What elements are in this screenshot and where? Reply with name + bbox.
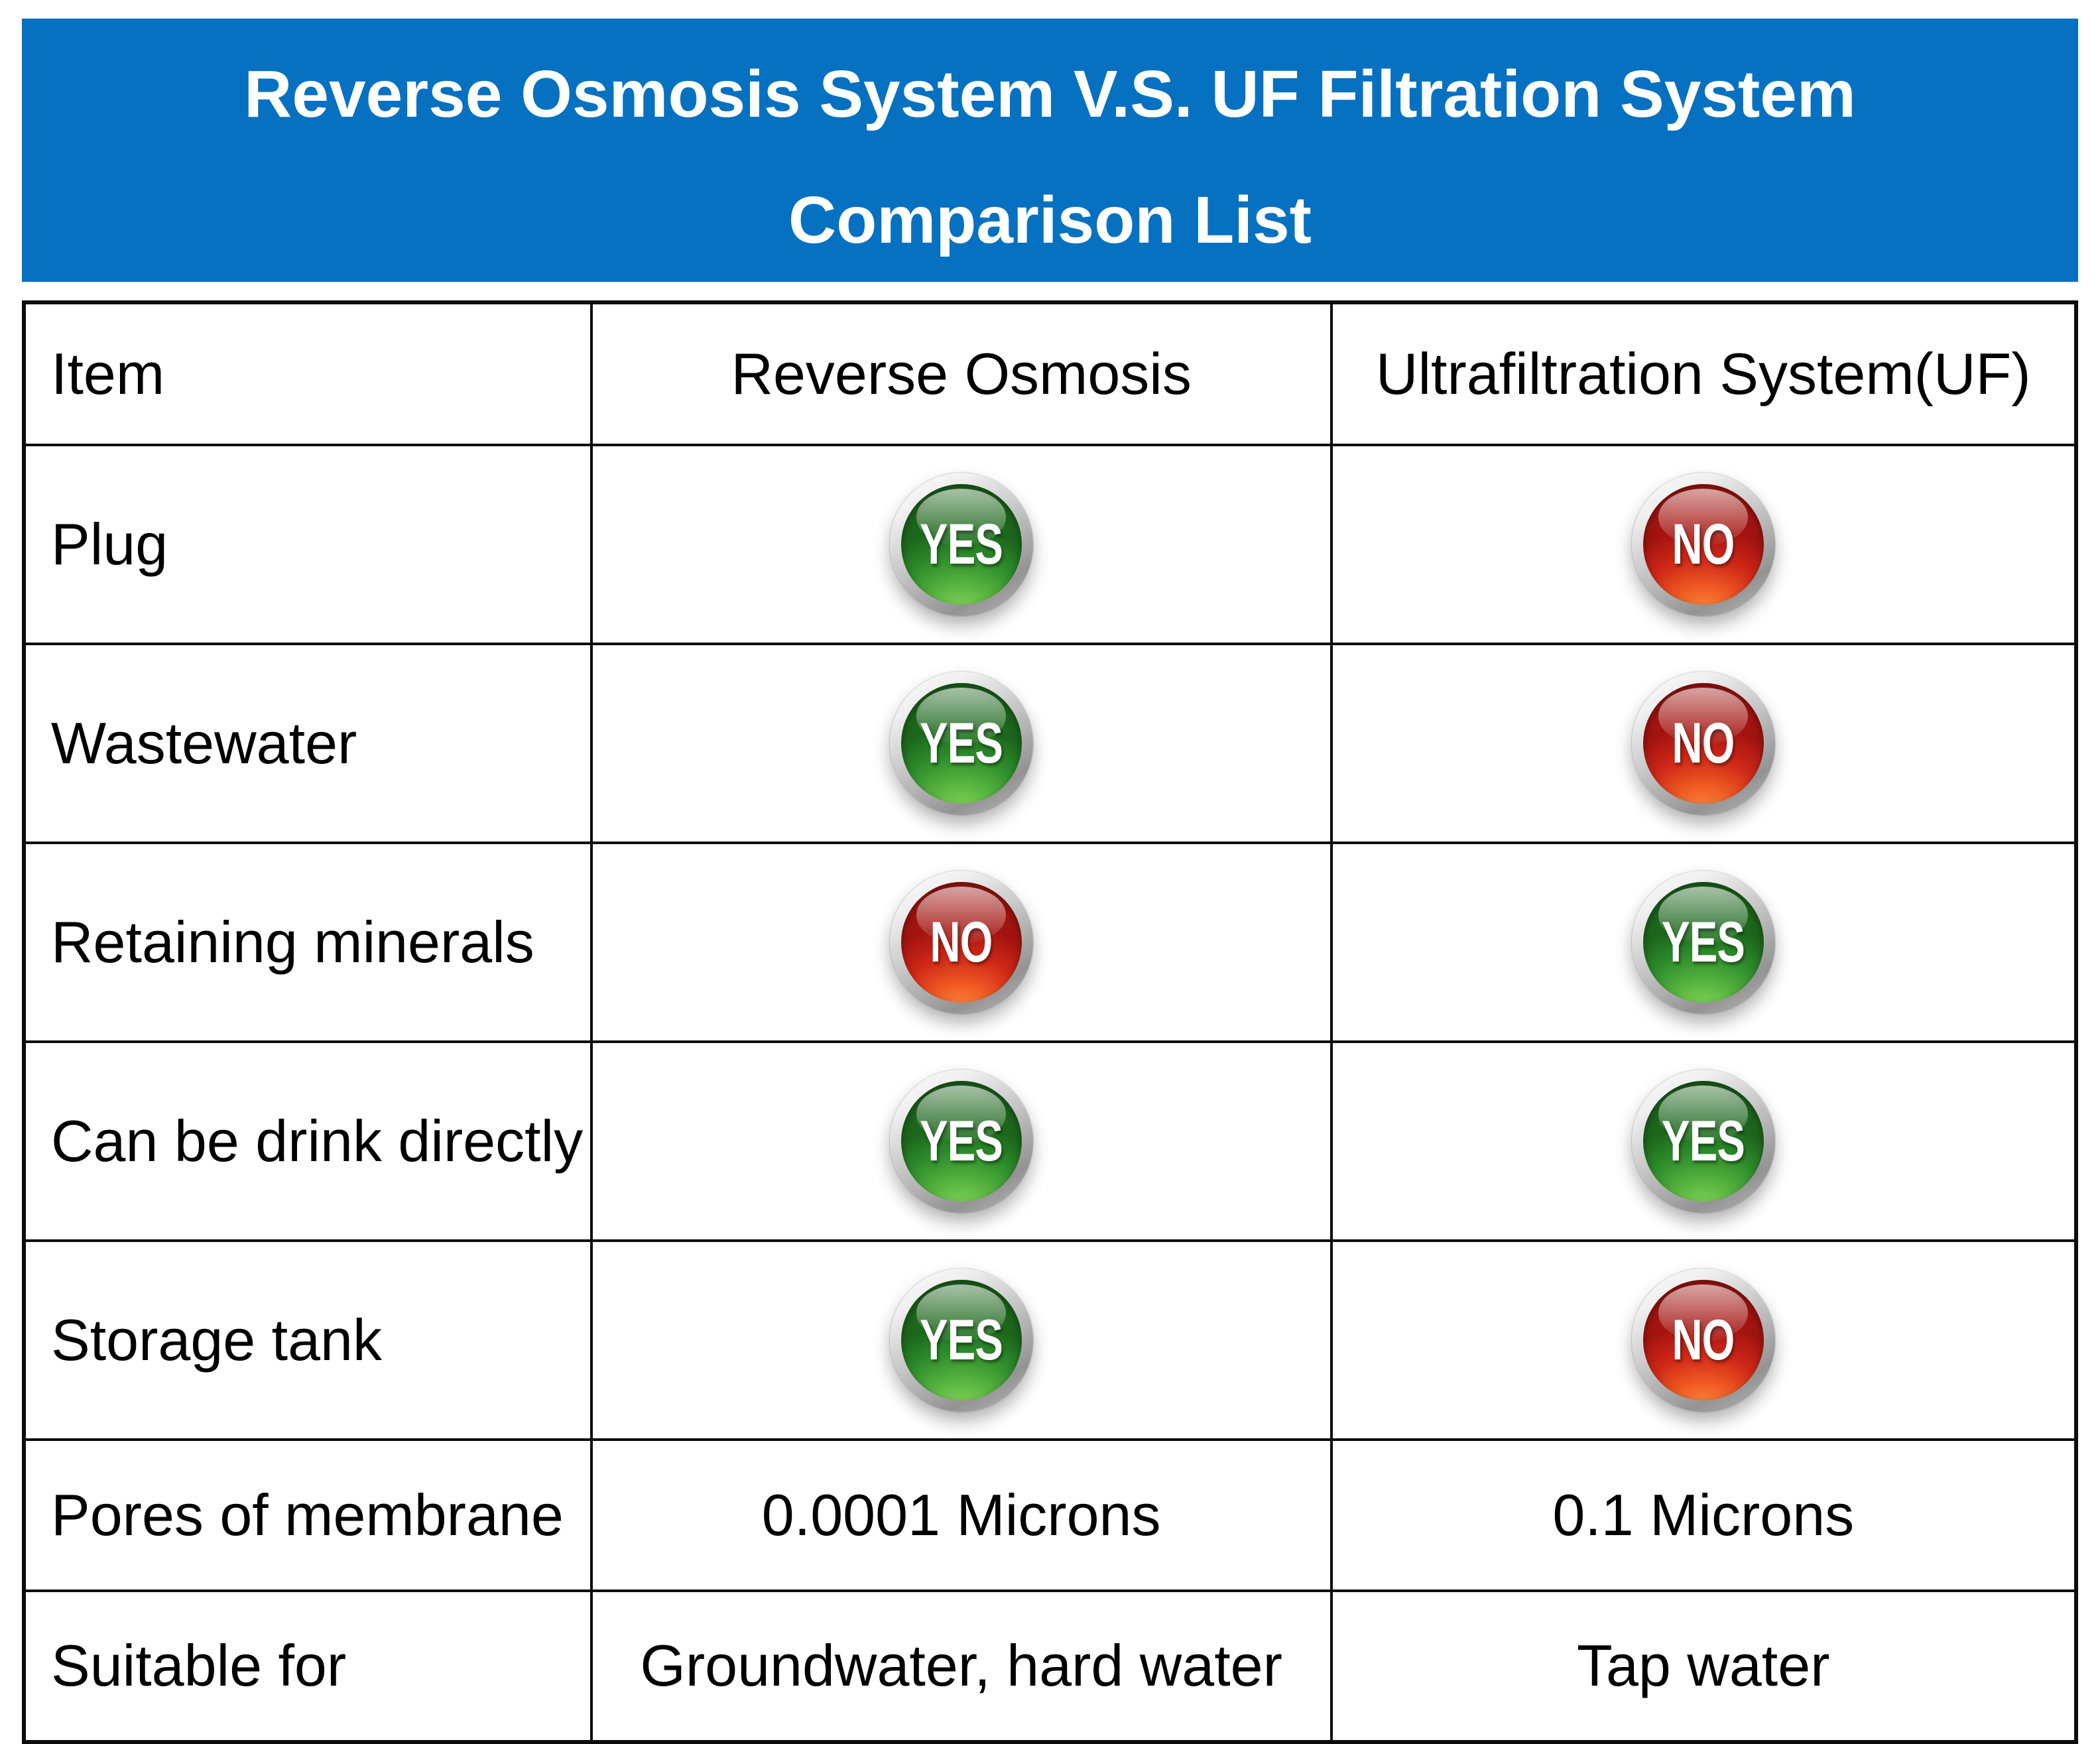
table-row: Can be drink directly YES YES — [23, 1040, 2077, 1242]
title-banner: Reverse Osmosis System V.S. UF Filtratio… — [22, 19, 2078, 282]
badge-cell: YES — [1329, 1040, 2077, 1242]
text-cell: 0.0001 Microns — [589, 1438, 1333, 1592]
comparison-table: Item Reverse Osmosis Ultrafiltration Sys… — [22, 300, 2078, 1744]
badge-label: YES — [920, 512, 1003, 576]
column-header-item: Item — [23, 301, 593, 446]
badge-face: NO — [900, 882, 1022, 1003]
badge-cell: YES — [589, 1239, 1333, 1441]
badge-cell: YES — [1329, 841, 2077, 1043]
badge-face: YES — [900, 1081, 1022, 1202]
badge-label: NO — [1672, 512, 1735, 576]
banner-title-line2: Comparison List — [788, 183, 1312, 257]
table-row: Storage tank YES NO — [23, 1239, 2077, 1441]
badge-face: NO — [1642, 484, 1764, 605]
yes-button-icon: YES — [889, 1070, 1033, 1213]
row-label: Plug — [23, 444, 593, 645]
badge-cell: NO — [1329, 444, 2077, 645]
yes-button-icon: YES — [1631, 871, 1775, 1014]
badge-face: YES — [1642, 1081, 1764, 1202]
badge-cell: YES — [589, 444, 1333, 645]
comparison-table-body: Item Reverse Osmosis Ultrafiltration Sys… — [23, 301, 2077, 1743]
table-row: Plug YES NO — [23, 444, 2077, 645]
badge-face: NO — [1642, 1280, 1764, 1401]
no-button-icon: NO — [1631, 672, 1775, 815]
badge-label: NO — [1672, 1308, 1735, 1372]
badge-face: YES — [900, 484, 1022, 605]
badge-cell: YES — [589, 643, 1333, 844]
badge-face: YES — [1642, 882, 1764, 1003]
table-row: Suitable for Groundwater, hard water Tap w… — [23, 1589, 2077, 1743]
row-label: Wastewater — [23, 643, 593, 844]
no-button-icon: NO — [1631, 473, 1775, 616]
column-header-reverse-osmosis: Reverse Osmosis — [589, 301, 1333, 446]
row-label: Can be drink directly — [23, 1040, 593, 1242]
badge-cell: NO — [1329, 643, 2077, 844]
badge-cell: YES — [589, 1040, 1333, 1242]
yes-button-icon: YES — [889, 473, 1033, 616]
no-button-icon: NO — [1631, 1269, 1775, 1412]
badge-label: YES — [920, 711, 1003, 775]
table-row: Pores of membrane 0.0001 Microns 0.1 Micro… — [23, 1438, 2077, 1592]
text-cell: Groundwater, hard water — [589, 1589, 1333, 1743]
comparison-table-wrap: Item Reverse Osmosis Ultrafiltration Sys… — [22, 300, 2078, 1744]
badge-label: YES — [920, 1308, 1003, 1372]
text-cell: 0.1 Microns — [1329, 1438, 2077, 1592]
table-row: Retaining minerals NO YES — [23, 841, 2077, 1043]
badge-face: YES — [900, 1280, 1022, 1401]
text-cell: Tap water — [1329, 1589, 2077, 1743]
no-button-icon: NO — [889, 871, 1033, 1014]
row-label: Suitable for — [23, 1589, 593, 1743]
badge-label: YES — [1662, 910, 1745, 974]
badge-label: YES — [920, 1109, 1003, 1173]
row-label: Storage tank — [23, 1239, 593, 1441]
header-row: Item Reverse Osmosis Ultrafiltration Sys… — [23, 301, 2077, 446]
badge-cell: NO — [1329, 1239, 2077, 1441]
badge-face: NO — [1642, 683, 1764, 804]
yes-button-icon: YES — [1631, 1070, 1775, 1213]
badge-face: YES — [900, 683, 1022, 804]
row-label: Retaining minerals — [23, 841, 593, 1043]
badge-label: NO — [930, 910, 993, 974]
badge-cell: NO — [589, 841, 1333, 1043]
column-header-ultrafiltration: Ultrafiltration System(UF) — [1329, 301, 2077, 446]
badge-label: YES — [1662, 1109, 1745, 1173]
table-row: Wastewater YES NO — [23, 643, 2077, 844]
badge-label: NO — [1672, 711, 1735, 775]
yes-button-icon: YES — [889, 672, 1033, 815]
banner-title-line1: Reverse Osmosis System V.S. UF Filtratio… — [244, 57, 1856, 131]
yes-button-icon: YES — [889, 1269, 1033, 1412]
row-label: Pores of membrane — [23, 1438, 593, 1592]
